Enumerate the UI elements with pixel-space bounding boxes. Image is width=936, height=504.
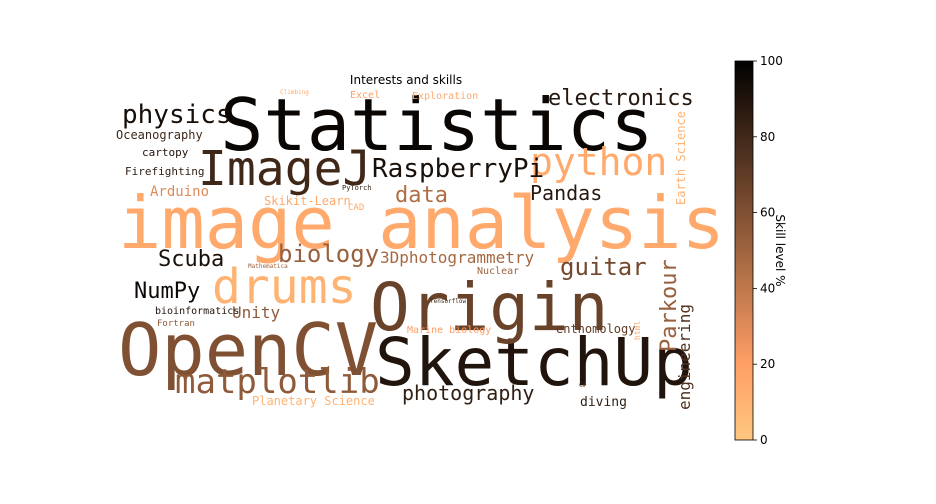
word: Marine biology (407, 325, 491, 336)
word: RaspberryPi (372, 154, 544, 184)
y-tick-label: 20 (760, 357, 775, 371)
word: OpenCV (118, 308, 378, 392)
word: PyTorch (342, 184, 372, 192)
word: SketchUp (375, 324, 693, 401)
word: Earth Science (674, 111, 688, 205)
word: Unity (232, 303, 281, 322)
word: photography (402, 381, 534, 405)
word: python (530, 140, 667, 184)
word: NumPy (134, 279, 200, 304)
word: CAD (348, 203, 364, 213)
word: data (395, 183, 448, 208)
word: biology (278, 240, 379, 268)
word: Arduino (150, 184, 209, 200)
word: bioinformatics (155, 306, 239, 317)
word: Nuclear (477, 266, 519, 277)
word: Statistics (220, 83, 653, 167)
word: Firefighting (125, 165, 204, 178)
word: diving (580, 395, 627, 410)
word: Parkour (657, 259, 682, 352)
colorbar (734, 60, 754, 441)
word: 3Dphotogrammetry (380, 248, 534, 267)
word: enthomology (556, 322, 635, 336)
word: image analysis (118, 181, 725, 265)
word: Origin (370, 269, 608, 346)
word: physics (122, 100, 232, 130)
word: Exploration (412, 91, 478, 102)
chart-title: Interests and skills (350, 73, 462, 87)
word: matplotlib (175, 362, 380, 402)
word: electronics (548, 86, 694, 111)
word: cartopy (142, 146, 189, 159)
word: Fortran (157, 319, 195, 329)
word: Planetary Science (252, 394, 375, 408)
y-tick-label: 0 (760, 433, 768, 447)
word: Pandas (530, 181, 602, 205)
word: html (633, 321, 642, 340)
y-tick-label: 100 (760, 54, 783, 68)
word: ImageJ (198, 141, 371, 197)
word: covid (608, 243, 626, 250)
y-tick-label: 80 (760, 130, 775, 144)
word: Scuba (158, 247, 224, 272)
word: Oceanography (116, 128, 203, 142)
word: Tensorflow (430, 298, 467, 305)
y-tick-label: 60 (760, 206, 775, 220)
colorbar-label: Skill level % (773, 214, 787, 286)
y-tick-label: 40 (760, 281, 775, 295)
word: guitar (560, 253, 647, 281)
word: C# (579, 382, 587, 389)
word: drums (212, 259, 357, 315)
word: Mathematica (248, 263, 288, 270)
word: engineering (675, 304, 694, 410)
word: Climbing (280, 89, 309, 96)
word: Excel (350, 90, 380, 101)
word: Skikit-Learn (264, 194, 351, 208)
